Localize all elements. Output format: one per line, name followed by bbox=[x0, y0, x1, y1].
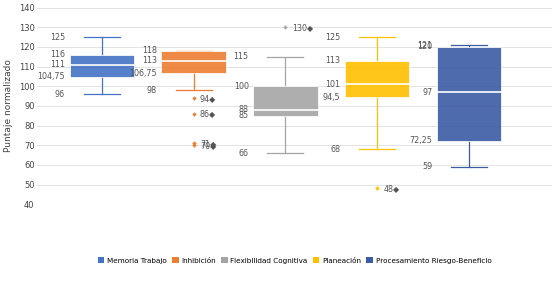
Text: 100: 100 bbox=[234, 82, 249, 91]
Text: 71◆: 71◆ bbox=[200, 139, 216, 148]
Bar bbox=[345, 61, 409, 97]
Text: 70◆: 70◆ bbox=[200, 141, 216, 150]
Text: 113: 113 bbox=[142, 56, 157, 65]
Y-axis label: Puntaje normalizado: Puntaje normalizado bbox=[4, 60, 13, 152]
Text: 116: 116 bbox=[50, 50, 65, 59]
Text: 104,75: 104,75 bbox=[37, 72, 65, 81]
Text: 98: 98 bbox=[147, 86, 157, 95]
Text: 48◆: 48◆ bbox=[384, 184, 400, 193]
Text: 106,75: 106,75 bbox=[129, 68, 157, 78]
Text: 72,25: 72,25 bbox=[410, 136, 433, 145]
Text: 59: 59 bbox=[422, 162, 433, 171]
Text: 86◆: 86◆ bbox=[200, 109, 216, 118]
Text: 85: 85 bbox=[239, 111, 249, 120]
Text: 101: 101 bbox=[325, 80, 340, 89]
Text: 66: 66 bbox=[239, 149, 249, 157]
Bar bbox=[437, 47, 502, 141]
Text: 121: 121 bbox=[418, 40, 433, 50]
Text: 68: 68 bbox=[330, 145, 340, 154]
Text: 130◆: 130◆ bbox=[292, 23, 313, 32]
Text: 94,5: 94,5 bbox=[323, 93, 340, 102]
Legend: Memoria Trabajo, Inhibición, Flexibilidad Cognitiva, Planeación, Procesamiento R: Memoria Trabajo, Inhibición, Flexibilida… bbox=[98, 257, 492, 264]
Text: 115: 115 bbox=[234, 52, 249, 61]
Text: 118: 118 bbox=[142, 47, 157, 55]
Text: 113: 113 bbox=[325, 56, 340, 65]
Text: 97: 97 bbox=[422, 88, 433, 97]
Text: 120: 120 bbox=[418, 43, 433, 51]
Text: 111: 111 bbox=[50, 60, 65, 69]
Bar bbox=[254, 86, 317, 116]
Bar bbox=[161, 51, 226, 73]
Bar bbox=[70, 55, 134, 77]
Text: 88: 88 bbox=[239, 105, 249, 114]
Text: 94◆: 94◆ bbox=[200, 94, 216, 102]
Text: 96: 96 bbox=[55, 90, 65, 99]
Text: 125: 125 bbox=[325, 33, 340, 42]
Text: 125: 125 bbox=[49, 33, 65, 42]
